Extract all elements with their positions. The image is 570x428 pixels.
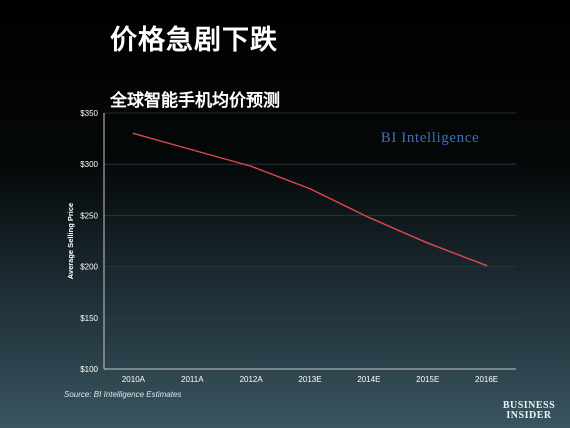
x-tick-labels: 2010A 2011A 2012A 2013E 2014E 2015E 2016E [122, 375, 498, 384]
y-tick-label: $250 [80, 211, 98, 220]
y-axis-label: Average Selling Price [66, 203, 75, 279]
data-point [132, 132, 135, 135]
source-note: Source: BI Intelligence Estimates [64, 390, 182, 399]
data-point [368, 216, 370, 219]
x-tick-label: 2010A [122, 375, 146, 384]
y-tick-label: $300 [80, 160, 98, 169]
data-point [309, 187, 311, 190]
x-tick-label: 2013E [298, 375, 321, 384]
y-tick-label: $100 [80, 365, 98, 374]
data-point [250, 165, 252, 168]
slide-title: 价格急剧下跌 [110, 25, 278, 56]
data-point [191, 149, 194, 151]
brand-line-1: BUSINESS [502, 400, 556, 411]
y-tick-labels: $100 $150 $200 $250 $300 $350 [80, 109, 98, 374]
x-tick-label: 2016E [475, 375, 498, 384]
gridlines [104, 112, 516, 319]
y-tick-label: $200 [80, 263, 98, 272]
x-tick-label: 2014E [357, 375, 380, 384]
chart-title: 全球智能手机均价预测 [110, 91, 280, 111]
x-tick-label: 2011A [181, 375, 204, 384]
axes [103, 113, 516, 370]
x-tick-label: 2015E [416, 375, 439, 384]
data-point [485, 264, 488, 267]
x-tick-label: 2012A [240, 375, 264, 384]
y-tick-label: $350 [80, 109, 98, 118]
series-line [133, 132, 487, 267]
data-point [426, 242, 429, 244]
business-insider-logo: BUSINESS INSIDER [494, 401, 564, 421]
series-asp [132, 132, 488, 267]
bi-intelligence-watermark: BI Intelligence [381, 130, 480, 146]
y-tick-label: $150 [80, 314, 98, 323]
brand-line-2: INSIDER [506, 410, 552, 421]
